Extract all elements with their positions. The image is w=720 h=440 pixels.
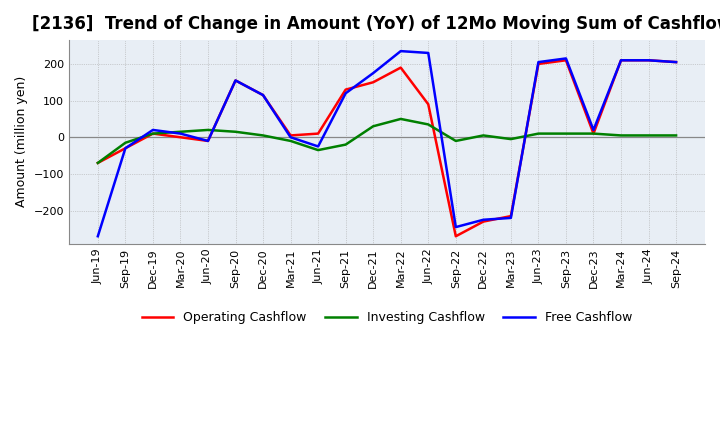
Free Cashflow [507,215,516,220]
Investing Cashflow [121,140,130,145]
Investing Cashflow [341,142,350,147]
Investing Cashflow [231,129,240,134]
Free Cashflow [451,224,460,230]
Investing Cashflow [287,138,295,143]
Operating Cashflow [424,102,433,107]
Operating Cashflow [148,131,157,136]
Operating Cashflow [617,58,626,63]
Free Cashflow [369,70,377,76]
Operating Cashflow [94,160,102,165]
Legend: Operating Cashflow, Investing Cashflow, Free Cashflow: Operating Cashflow, Investing Cashflow, … [137,306,637,329]
Operating Cashflow [451,234,460,239]
Operating Cashflow [672,59,680,65]
Investing Cashflow [507,136,516,142]
Free Cashflow [121,146,130,151]
Investing Cashflow [314,147,323,153]
Title: [2136]  Trend of Change in Amount (YoY) of 12Mo Moving Sum of Cashflows: [2136] Trend of Change in Amount (YoY) o… [32,15,720,33]
Operating Cashflow [204,138,212,143]
Operating Cashflow [314,131,323,136]
Operating Cashflow [231,78,240,83]
Operating Cashflow [507,213,516,219]
Operating Cashflow [397,65,405,70]
Free Cashflow [397,48,405,54]
Line: Investing Cashflow: Investing Cashflow [98,119,676,163]
Operating Cashflow [341,87,350,92]
Operating Cashflow [562,58,570,63]
Free Cashflow [287,135,295,140]
Free Cashflow [617,58,626,63]
Operating Cashflow [176,135,185,140]
Free Cashflow [644,58,653,63]
Operating Cashflow [479,219,487,224]
Free Cashflow [176,131,185,136]
Investing Cashflow [204,127,212,132]
Free Cashflow [534,59,543,65]
Investing Cashflow [534,131,543,136]
Investing Cashflow [424,122,433,127]
Investing Cashflow [94,160,102,165]
Investing Cashflow [479,133,487,138]
Free Cashflow [562,56,570,61]
Investing Cashflow [258,133,267,138]
Investing Cashflow [451,138,460,143]
Investing Cashflow [644,133,653,138]
Operating Cashflow [534,61,543,66]
Free Cashflow [479,217,487,222]
Operating Cashflow [644,58,653,63]
Operating Cashflow [258,92,267,98]
Line: Operating Cashflow: Operating Cashflow [98,60,676,236]
Free Cashflow [424,50,433,55]
Investing Cashflow [617,133,626,138]
Free Cashflow [231,78,240,83]
Free Cashflow [148,127,157,132]
Line: Free Cashflow: Free Cashflow [98,51,676,236]
Investing Cashflow [148,131,157,136]
Free Cashflow [672,59,680,65]
Investing Cashflow [369,124,377,129]
Operating Cashflow [287,133,295,138]
Free Cashflow [314,144,323,149]
Investing Cashflow [562,131,570,136]
Operating Cashflow [589,131,598,136]
Free Cashflow [94,234,102,239]
Investing Cashflow [589,131,598,136]
Investing Cashflow [672,133,680,138]
Free Cashflow [204,138,212,143]
Free Cashflow [341,91,350,96]
Free Cashflow [589,127,598,132]
Free Cashflow [258,92,267,98]
Investing Cashflow [176,129,185,134]
Y-axis label: Amount (million yen): Amount (million yen) [15,76,28,208]
Operating Cashflow [121,146,130,151]
Operating Cashflow [369,80,377,85]
Investing Cashflow [397,116,405,121]
